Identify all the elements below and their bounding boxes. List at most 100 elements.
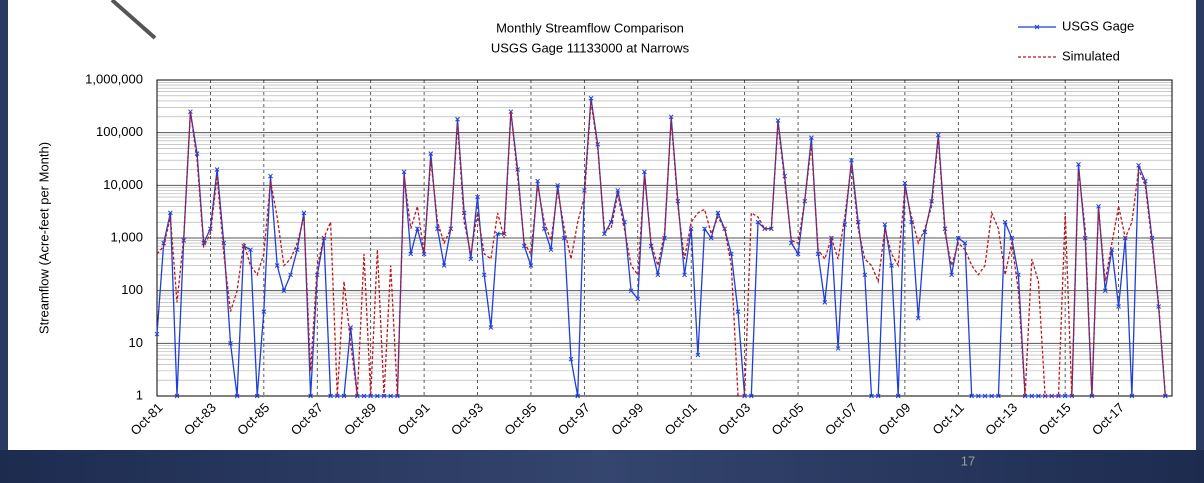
point-marker — [955, 235, 961, 241]
point-marker — [802, 198, 808, 204]
y-tick-label: 10 — [129, 335, 143, 350]
point-marker — [528, 263, 534, 268]
chart-title: Monthly Streamflow Comparison — [496, 20, 684, 35]
point-marker — [715, 210, 721, 216]
point-marker — [261, 309, 267, 314]
point-marker — [875, 393, 881, 399]
point-marker — [682, 272, 687, 278]
point-marker — [308, 393, 313, 399]
point-marker — [415, 226, 420, 232]
point-marker — [401, 169, 407, 175]
point-marker — [481, 272, 487, 278]
point-marker — [341, 393, 347, 399]
point-marker — [695, 352, 701, 358]
point-marker — [582, 188, 587, 193]
point-marker — [314, 272, 320, 278]
point-marker — [248, 247, 253, 253]
point-marker — [201, 240, 207, 246]
decoration-line — [110, 0, 157, 40]
point-marker — [548, 247, 554, 253]
point-marker — [1129, 393, 1135, 399]
point-marker — [375, 393, 380, 399]
point-marker — [735, 309, 741, 314]
point-marker — [889, 263, 894, 268]
point-marker — [1002, 219, 1008, 225]
y-axis-label: Streamflow (Acre-feet per Month) — [36, 142, 51, 334]
series-line — [156, 98, 1166, 397]
point-marker — [1102, 288, 1108, 294]
point-marker — [435, 226, 440, 232]
point-marker — [361, 393, 367, 399]
chart-subtitle: USGS Gage 11133000 at Narrows — [491, 40, 690, 55]
point-marker — [962, 240, 968, 246]
point-marker — [1029, 393, 1035, 399]
point-marker — [969, 393, 975, 399]
point-marker — [555, 182, 561, 188]
point-marker — [949, 272, 954, 278]
point-marker — [535, 178, 540, 184]
series-line — [156, 100, 1166, 397]
point-marker — [795, 251, 801, 257]
point-marker — [1116, 304, 1121, 309]
point-marker — [408, 251, 414, 257]
point-marker — [775, 118, 781, 123]
point-marker — [849, 157, 854, 163]
point-marker — [475, 194, 480, 200]
point-marker — [161, 240, 167, 246]
point-marker — [281, 288, 287, 294]
plot-border — [156, 79, 1173, 397]
point-marker — [228, 340, 233, 346]
point-marker — [989, 393, 995, 399]
point-marker — [935, 132, 941, 138]
point-marker — [1016, 272, 1021, 278]
point-marker — [268, 173, 273, 179]
point-marker — [588, 95, 594, 101]
point-marker — [1089, 393, 1095, 399]
point-marker — [1056, 393, 1061, 399]
point-marker — [668, 114, 674, 120]
point-marker — [168, 210, 173, 216]
point-marker — [488, 325, 494, 330]
point-marker — [1136, 162, 1141, 168]
point-marker — [895, 393, 901, 399]
point-marker — [915, 315, 921, 321]
slide-number: 17 — [961, 453, 975, 468]
point-marker — [782, 173, 788, 179]
point-marker — [862, 272, 868, 278]
y-tick-label: 1,000,000 — [85, 71, 143, 86]
point-marker — [628, 288, 634, 294]
point-marker — [301, 210, 307, 216]
point-marker — [181, 238, 187, 243]
point-marker — [334, 393, 340, 399]
point-marker — [274, 263, 280, 268]
point-marker — [441, 263, 447, 268]
point-marker — [655, 272, 661, 278]
point-marker — [154, 331, 160, 337]
y-tick-label: 100 — [121, 282, 143, 297]
point-marker — [675, 198, 681, 204]
point-marker — [288, 272, 293, 278]
point-marker — [368, 393, 374, 399]
point-marker — [815, 251, 821, 257]
point-marker — [809, 135, 814, 141]
legend-label: USGS Gage — [1062, 18, 1134, 33]
point-marker — [428, 151, 434, 156]
point-marker — [789, 240, 794, 246]
point-marker — [835, 346, 841, 351]
y-tick-label: 10,000 — [103, 177, 143, 192]
y-tick-label: 1,000 — [110, 229, 143, 244]
point-marker — [975, 393, 981, 399]
point-marker — [1009, 235, 1015, 241]
point-marker — [508, 109, 514, 115]
point-marker — [869, 393, 874, 399]
point-marker — [568, 356, 574, 362]
point-marker — [575, 393, 581, 399]
point-marker — [702, 226, 707, 232]
legend-label: Simulated — [1062, 48, 1120, 63]
point-marker — [982, 393, 988, 399]
legend-marker — [1034, 24, 1040, 30]
point-marker — [455, 116, 460, 122]
point-marker — [635, 296, 641, 302]
point-marker — [468, 256, 474, 262]
point-marker — [1096, 203, 1101, 209]
